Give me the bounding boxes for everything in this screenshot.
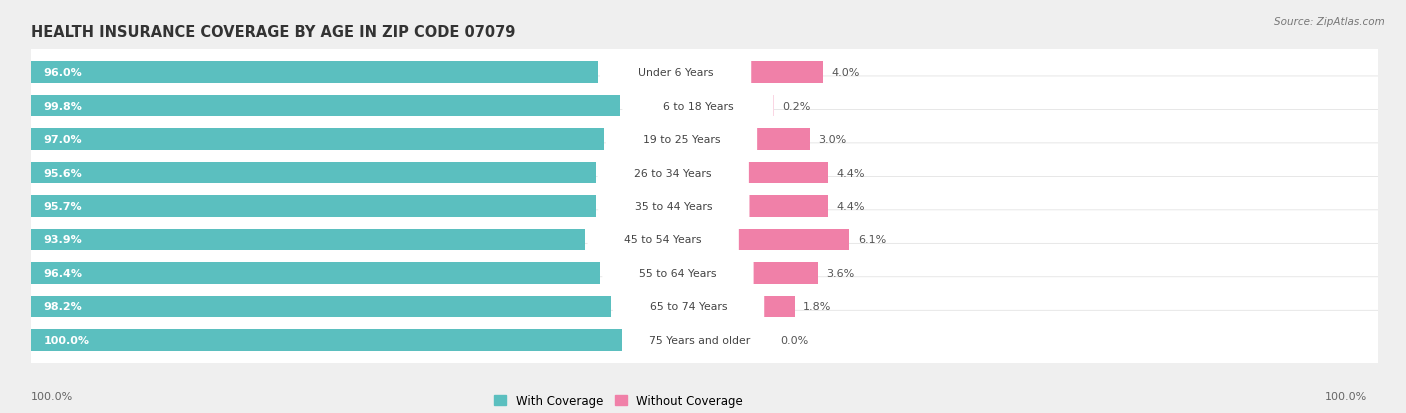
Text: 55 to 64 Years: 55 to 64 Years — [640, 268, 717, 278]
Text: 100.0%: 100.0% — [31, 391, 73, 401]
FancyBboxPatch shape — [25, 244, 1384, 303]
FancyBboxPatch shape — [588, 219, 738, 261]
FancyBboxPatch shape — [25, 177, 1384, 236]
Bar — [31, 162, 596, 184]
Text: 99.8%: 99.8% — [44, 101, 82, 112]
Text: 100.0%: 100.0% — [44, 335, 90, 345]
Bar — [31, 62, 598, 84]
Text: 93.9%: 93.9% — [44, 235, 82, 245]
Bar — [747, 196, 828, 217]
Bar — [31, 296, 610, 318]
Text: 26 to 34 Years: 26 to 34 Years — [634, 168, 711, 178]
FancyBboxPatch shape — [623, 85, 773, 127]
Text: 65 to 74 Years: 65 to 74 Years — [650, 301, 727, 312]
Bar — [31, 329, 621, 351]
FancyBboxPatch shape — [25, 110, 1384, 169]
FancyBboxPatch shape — [602, 252, 754, 294]
FancyBboxPatch shape — [598, 185, 749, 228]
Bar — [735, 229, 849, 251]
Text: 4.4%: 4.4% — [837, 202, 865, 211]
FancyBboxPatch shape — [624, 319, 775, 361]
Text: 6.1%: 6.1% — [858, 235, 886, 245]
Bar — [748, 62, 823, 84]
Bar — [31, 196, 596, 217]
FancyBboxPatch shape — [25, 277, 1384, 336]
Text: 19 to 25 Years: 19 to 25 Years — [643, 135, 720, 145]
Text: 100.0%: 100.0% — [1324, 391, 1367, 401]
Bar — [770, 95, 775, 117]
Text: 3.0%: 3.0% — [818, 135, 846, 145]
FancyBboxPatch shape — [25, 311, 1384, 370]
Text: 96.0%: 96.0% — [44, 68, 82, 78]
Bar — [754, 129, 810, 151]
Bar — [31, 95, 620, 117]
FancyBboxPatch shape — [600, 52, 751, 94]
FancyBboxPatch shape — [25, 210, 1384, 269]
Legend: With Coverage, Without Coverage: With Coverage, Without Coverage — [495, 394, 742, 407]
Bar — [31, 129, 603, 151]
Bar — [31, 229, 585, 251]
FancyBboxPatch shape — [606, 119, 758, 161]
Text: 95.7%: 95.7% — [44, 202, 82, 211]
Text: 75 Years and older: 75 Years and older — [648, 335, 749, 345]
Text: 3.6%: 3.6% — [825, 268, 855, 278]
Text: Under 6 Years: Under 6 Years — [638, 68, 713, 78]
Text: 6 to 18 Years: 6 to 18 Years — [662, 101, 734, 112]
Text: 35 to 44 Years: 35 to 44 Years — [636, 202, 713, 211]
FancyBboxPatch shape — [25, 77, 1384, 136]
Text: 4.4%: 4.4% — [837, 168, 865, 178]
Text: 45 to 54 Years: 45 to 54 Years — [624, 235, 702, 245]
Bar — [761, 296, 794, 318]
Bar — [31, 262, 600, 284]
Text: 0.2%: 0.2% — [783, 101, 811, 112]
FancyBboxPatch shape — [598, 152, 749, 194]
Text: 96.4%: 96.4% — [44, 268, 83, 278]
Text: 98.2%: 98.2% — [44, 301, 82, 312]
Text: 1.8%: 1.8% — [803, 301, 831, 312]
Text: 95.6%: 95.6% — [44, 168, 82, 178]
FancyBboxPatch shape — [613, 286, 765, 328]
Bar — [751, 262, 818, 284]
FancyBboxPatch shape — [25, 144, 1384, 203]
FancyBboxPatch shape — [25, 43, 1384, 102]
Bar — [745, 162, 828, 184]
Text: 4.0%: 4.0% — [831, 68, 859, 78]
Text: 0.0%: 0.0% — [780, 335, 808, 345]
Text: 97.0%: 97.0% — [44, 135, 82, 145]
Text: Source: ZipAtlas.com: Source: ZipAtlas.com — [1274, 17, 1385, 26]
Text: HEALTH INSURANCE COVERAGE BY AGE IN ZIP CODE 07079: HEALTH INSURANCE COVERAGE BY AGE IN ZIP … — [31, 25, 516, 40]
